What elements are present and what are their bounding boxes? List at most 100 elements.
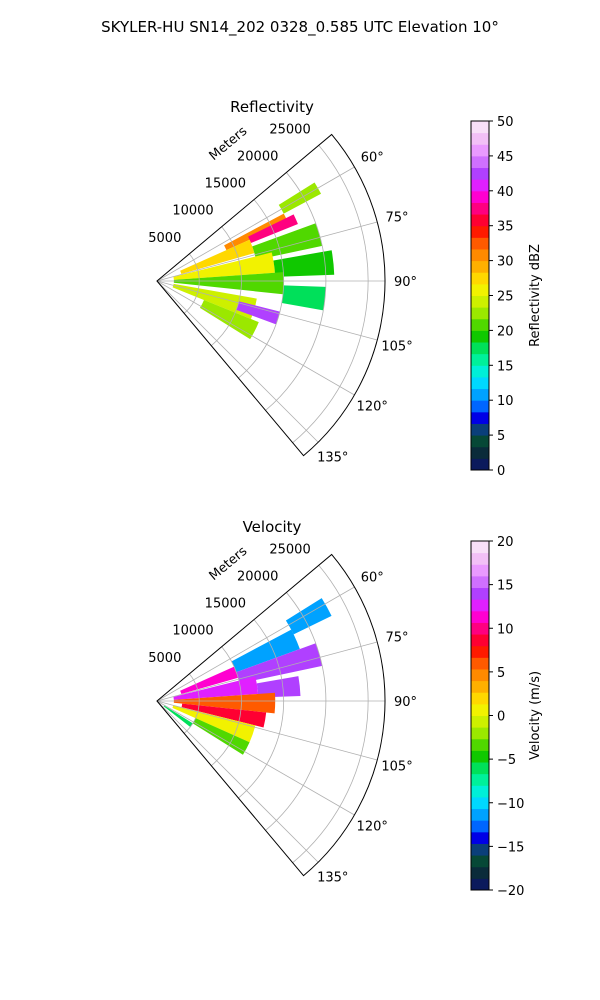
azimuth-tick-label: 120° <box>357 399 388 414</box>
range-ring <box>238 619 285 799</box>
range-tick-label: 25000 <box>269 122 310 137</box>
colorbar-segment <box>471 132 489 145</box>
colorbar-segment <box>471 295 489 308</box>
colorbar: −20 −15 −10 −5 0 5 10 15 20 Velocity (m/s) <box>470 535 543 899</box>
colorbar-segment <box>471 622 489 635</box>
range-tick-label: 20000 <box>237 149 278 164</box>
colorbar-segment <box>471 657 489 670</box>
colorbar-segment <box>471 248 489 262</box>
sector-outline <box>156 553 386 877</box>
colorbar-segment <box>471 645 489 658</box>
data-sector <box>285 598 332 635</box>
data-sector <box>172 705 256 743</box>
azimuth-spoke <box>156 700 378 761</box>
data-sector <box>231 629 300 673</box>
data-sector <box>163 705 193 727</box>
data-sector <box>173 692 276 714</box>
range-ring <box>238 199 285 379</box>
azimuth-tick-label: 105° <box>381 759 412 774</box>
azimuth-spoke <box>156 641 378 702</box>
range-ring <box>292 565 369 864</box>
azimuth-tick-label: 120° <box>357 819 388 834</box>
colorbar-segment <box>471 692 489 705</box>
azimuth-spoke <box>156 280 319 443</box>
panel-title: Reflectivity <box>230 98 314 116</box>
data-sector <box>236 643 323 684</box>
colorbar-segment <box>471 179 489 192</box>
colorbar-segment <box>471 365 489 378</box>
range-tick-label: 5000 <box>148 651 181 666</box>
colorbar-tick-label: 5 <box>497 666 505 681</box>
range-ring <box>211 646 242 766</box>
colorbar-segment <box>471 318 489 331</box>
colorbar-segment <box>471 423 489 436</box>
range-tick-label: 15000 <box>205 597 246 612</box>
data-sector <box>248 214 298 244</box>
colorbar-segment <box>471 575 489 589</box>
data-sector <box>236 301 280 325</box>
data-sector <box>199 299 259 340</box>
colorbar-segment <box>471 411 489 424</box>
colorbar-tick-label: 5 <box>497 429 505 444</box>
colorbar-segment <box>471 155 489 169</box>
colorbar-tick-label: −10 <box>497 797 524 812</box>
colorbar-segment <box>471 599 489 612</box>
colorbar-tick-label: 0 <box>497 464 505 479</box>
colorbar-segment <box>471 808 489 821</box>
colorbar-segment <box>471 260 489 273</box>
data-sector <box>224 213 289 251</box>
range-tick-label: 5000 <box>148 231 181 246</box>
range-tick-label: 10000 <box>172 204 213 219</box>
azimuth-spoke <box>156 700 319 863</box>
azimuth-spoke <box>156 166 355 282</box>
range-tick-label: 25000 <box>269 542 310 557</box>
colorbar-segment <box>471 715 489 728</box>
data-sector <box>192 718 250 755</box>
colorbar-segment <box>471 831 489 844</box>
azimuth-tick-label: 135° <box>317 451 348 466</box>
range-ring <box>265 172 327 411</box>
data-sector <box>273 250 335 277</box>
data-sector <box>180 239 255 275</box>
data-sector <box>181 703 267 728</box>
azimuth-tick-label: 60° <box>361 151 384 166</box>
data-sector <box>173 272 284 295</box>
data-sector <box>281 285 326 311</box>
colorbar-label: Velocity (m/s) <box>528 671 543 760</box>
colorbar-segment <box>471 214 489 227</box>
colorbar-segment <box>471 167 489 180</box>
colorbar-segment <box>471 307 489 320</box>
colorbar-segment <box>471 762 489 775</box>
colorbar-segment <box>471 400 489 413</box>
colorbar-segment <box>471 283 489 296</box>
colorbar-tick-label: −5 <box>497 753 516 768</box>
azimuth-tick-label: 90° <box>394 695 417 710</box>
azimuth-spoke <box>156 586 355 702</box>
colorbar-segment <box>471 272 489 285</box>
colorbar-segment <box>471 796 489 810</box>
colorbar-segment <box>471 855 489 868</box>
colorbar-segment <box>471 458 489 471</box>
azimuth-tick-label: 60° <box>361 571 384 586</box>
range-ring <box>211 226 242 346</box>
colorbar-segment <box>471 552 489 565</box>
colorbar-label: Reflectivity dBZ <box>528 244 543 347</box>
figure-title: SKYLER-HU SN14_202 0328_0.585 UTC Elevat… <box>101 18 499 37</box>
colorbar-segment <box>471 144 489 157</box>
colorbar-segment <box>471 237 489 250</box>
colorbar-segment <box>471 680 489 693</box>
colorbar-tick-label: 35 <box>497 220 514 235</box>
colorbar-tick-label: −15 <box>497 840 524 855</box>
colorbar-tick-label: 15 <box>497 579 514 594</box>
range-tick-label: 10000 <box>172 624 213 639</box>
colorbar-segment <box>471 878 489 891</box>
velocity-panel: Velocity 60° 75° 90° 105° 120° 135° 5000 10000 15… <box>148 518 543 899</box>
colorbar-segment <box>471 435 489 448</box>
sector-layer <box>163 598 332 755</box>
colorbar-segment <box>471 610 489 623</box>
azimuth-spoke <box>156 280 378 341</box>
sector-outline <box>156 133 386 457</box>
colorbar-segment <box>471 225 489 238</box>
colorbar-tick-label: −20 <box>497 884 524 899</box>
